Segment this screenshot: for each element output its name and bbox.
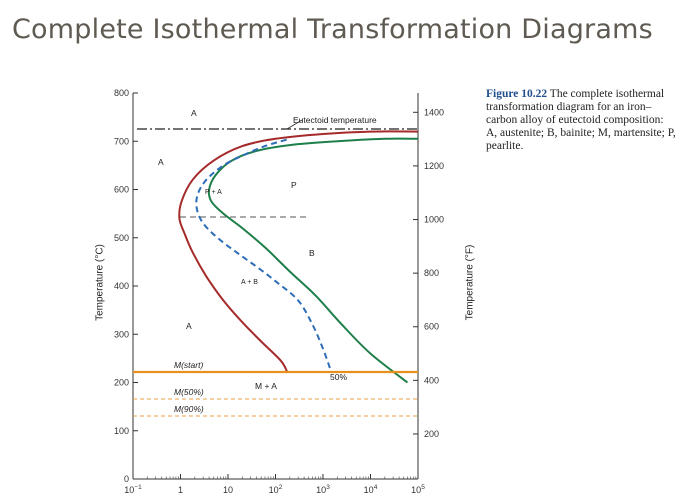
- axes-frame: [132, 93, 419, 480]
- figure-caption-text: The complete isothermal transformation d…: [486, 88, 676, 152]
- x-tick-label: 10: [223, 485, 233, 495]
- y2-tick-label: 600: [424, 322, 439, 332]
- x-tick-label: 102: [269, 484, 283, 495]
- y-tick-label: 300: [114, 329, 129, 339]
- label-p-plus-a-upper: P + A: [205, 189, 222, 196]
- region-label-pearlite: P: [291, 180, 297, 190]
- region-label-austenite-left: A: [158, 157, 164, 167]
- y-axis-label: Temperature (°C): [94, 244, 106, 321]
- series-curve-1: [178, 130, 419, 374]
- m50-label: M(50%): [174, 387, 204, 397]
- region-label-austenite-low: A: [186, 321, 192, 331]
- x-tick-label: 1: [178, 485, 183, 495]
- y-tick-label: 100: [114, 426, 129, 436]
- region-label-bainite: B: [309, 248, 315, 258]
- mstart-label: M(start): [174, 360, 203, 370]
- y-tick-label: 500: [114, 233, 129, 243]
- region-label-martensite-austenite: M + A: [255, 381, 277, 391]
- eutectoid-pointer: [286, 119, 303, 130]
- y-tick-label: 200: [114, 378, 129, 388]
- y2-tick-label: 200: [424, 429, 439, 439]
- figure-caption: Figure 10.22 The complete isothermal tra…: [486, 88, 676, 153]
- slide-title: Complete Isothermal Transformation Diagr…: [12, 14, 653, 45]
- y2-axis-label: Temperature (°F): [464, 244, 476, 321]
- figure-label: Figure 10.22: [486, 88, 548, 100]
- eutectoid-label: Eutectoid temperature: [293, 115, 377, 125]
- y-tick-label: 0: [124, 474, 129, 484]
- label-50-percent: 50%: [330, 372, 347, 382]
- y2-tick-label: 800: [424, 268, 439, 278]
- x-tick-label: 105: [411, 484, 425, 495]
- region-label-austenite-top: A: [191, 108, 197, 118]
- x-tick-label: 10−1: [124, 484, 142, 495]
- y2-tick-label: 1000: [424, 215, 444, 225]
- series-curve-3: [195, 137, 331, 369]
- y2-tick-label: 1400: [424, 107, 444, 117]
- plot-layer: 0 100 200 300 400 500 600 700 800 200 400 600 800 100…: [114, 88, 444, 495]
- y-tick-label: 700: [114, 136, 129, 146]
- y-tick-label: 400: [114, 281, 129, 291]
- y-tick-label: 600: [114, 185, 129, 195]
- x-tick-label: 103: [316, 484, 330, 495]
- x-tick-label: 104: [364, 484, 378, 495]
- y2-tick-label: 400: [424, 375, 439, 385]
- m90-label: M(90%): [174, 404, 204, 414]
- series-curve-2: [207, 137, 419, 384]
- y2-tick-label: 1200: [424, 161, 444, 171]
- y-tick-label: 800: [114, 88, 129, 98]
- label-a-plus-b-lower: A + B: [241, 279, 258, 286]
